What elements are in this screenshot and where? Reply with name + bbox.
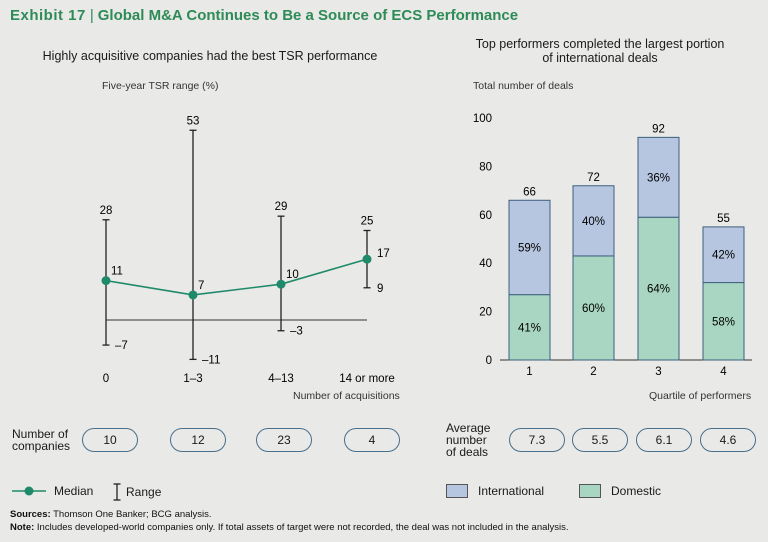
sources-line: Sources: Thomson One Banker; BCG analysi… (10, 509, 212, 520)
y-tick-label: 60 (479, 210, 492, 222)
international-swatch (446, 484, 468, 498)
range-low-label: –11 (202, 354, 220, 366)
domestic-swatch (579, 484, 601, 498)
exhibit-heading: Global M&A Continues to Be a Source of E… (97, 7, 519, 24)
companies-oval: 23 (256, 428, 312, 452)
deals-label-line2: number (446, 433, 487, 447)
left-chart-xlabel: Number of acquisitions (293, 390, 400, 402)
sources-label: Sources: (10, 509, 51, 520)
legend-international-label: International (478, 484, 545, 498)
companies-label-line1: Number of (12, 427, 69, 441)
deals-label-line3: of deals (446, 445, 489, 459)
right-chart-ylabel: Total number of deals (473, 80, 574, 92)
right-chart-xlabel: Quartile of performers (649, 390, 752, 402)
international-bar (637, 136, 680, 218)
legend-range-label: Range (126, 485, 162, 499)
median-label: 11 (111, 266, 123, 278)
x-category-label: 4–13 (268, 373, 294, 385)
median-label: 10 (286, 269, 299, 281)
international-share-label: 59% (518, 242, 541, 254)
deals-oval: 4.6 (700, 428, 756, 452)
quartile-label: 1 (526, 366, 532, 378)
international-share-label: 42% (712, 250, 735, 262)
range-high-label: 28 (100, 205, 113, 217)
legend-international: International (446, 484, 544, 498)
international-bar (702, 226, 745, 284)
left-chart-ylabel: Five-year TSR range (%) (102, 80, 219, 92)
domestic-share-label: 64% (647, 284, 670, 296)
range-high-label: 53 (187, 115, 200, 127)
companies-label-line2: companies (12, 439, 71, 453)
y-tick-label: 80 (479, 161, 492, 173)
range-low-label: 9 (377, 283, 383, 295)
international-bar (508, 199, 551, 296)
range-high-label: 29 (275, 201, 288, 213)
domestic-share-label: 60% (582, 303, 605, 315)
note-text: Includes developed-world companies only.… (34, 522, 569, 533)
deals-label: Average number of deals (446, 422, 490, 458)
quartile-label: 2 (590, 366, 596, 378)
y-tick-label: 20 (479, 307, 492, 319)
sources-text: Thomson One Banker; BCG analysis. (50, 509, 212, 520)
median-line (105, 258, 368, 296)
domestic-share-label: 41% (518, 322, 541, 334)
left-chart-subtitle: Highly acquisitive companies had the bes… (42, 49, 378, 63)
deals-oval: 5.5 (572, 428, 628, 452)
companies-oval: 12 (170, 428, 226, 452)
title-separator: | (89, 7, 94, 24)
range-high-label: 25 (361, 216, 374, 228)
exhibit-number: Exhibit 17 (10, 7, 86, 24)
median-point (188, 290, 198, 300)
y-tick-label: 40 (479, 258, 492, 270)
note-label: Note: (10, 522, 35, 533)
companies-oval: 4 (344, 428, 400, 452)
x-category-label: 14 or more (339, 373, 395, 385)
companies-oval: 10 (82, 428, 138, 452)
right-subtitle-line1: Top performers completed the largest por… (475, 37, 725, 51)
y-tick-label: 100 (473, 113, 492, 125)
bar-total-label: 92 (652, 123, 665, 135)
median-point (276, 279, 286, 289)
international-share-label: 40% (582, 216, 605, 228)
median-point (362, 254, 372, 264)
quartile-label: 4 (720, 366, 727, 378)
international-share-label: 36% (647, 172, 670, 184)
note-line: Note: Includes developed-world companies… (10, 522, 569, 533)
legend-range: Range (112, 483, 161, 501)
domestic-share-label: 58% (712, 316, 735, 328)
deals-oval: 6.1 (636, 428, 692, 452)
companies-label: Number of companies (12, 428, 70, 452)
range-low-label: –7 (115, 340, 128, 352)
domestic-bar (702, 282, 745, 361)
y-tick-label: 0 (486, 355, 492, 367)
bar-total-label: 55 (717, 213, 730, 225)
quartile-label: 3 (655, 366, 661, 378)
range-legend-icon (113, 483, 121, 501)
median-point (101, 276, 111, 286)
domestic-bar (508, 294, 551, 361)
right-chart-subtitle: Top performers completed the largest por… (440, 37, 760, 65)
median-label: 17 (377, 248, 390, 260)
bar-total-label: 72 (587, 172, 600, 184)
deals-oval: 7.3 (509, 428, 565, 452)
range-low-label: –3 (290, 326, 303, 338)
legend-domestic: Domestic (579, 484, 661, 498)
right-subtitle-line2: of international deals (542, 51, 658, 65)
deals-label-line1: Average (446, 421, 491, 435)
exhibit-title: Exhibit 17 | Global M&A Continues to Be a … (10, 7, 518, 24)
domestic-bar (572, 255, 615, 361)
bar-total-label: 66 (523, 186, 536, 198)
legend-median-label: Median (54, 484, 94, 498)
x-category-label: 0 (103, 373, 109, 385)
international-bar (572, 185, 615, 257)
x-category-label: 1–3 (183, 373, 202, 385)
legend-domestic-label: Domestic (611, 484, 662, 498)
domestic-bar (637, 216, 680, 361)
median-legend-icon (12, 486, 46, 496)
median-label: 7 (198, 280, 204, 292)
legend-median: Median (12, 484, 93, 498)
